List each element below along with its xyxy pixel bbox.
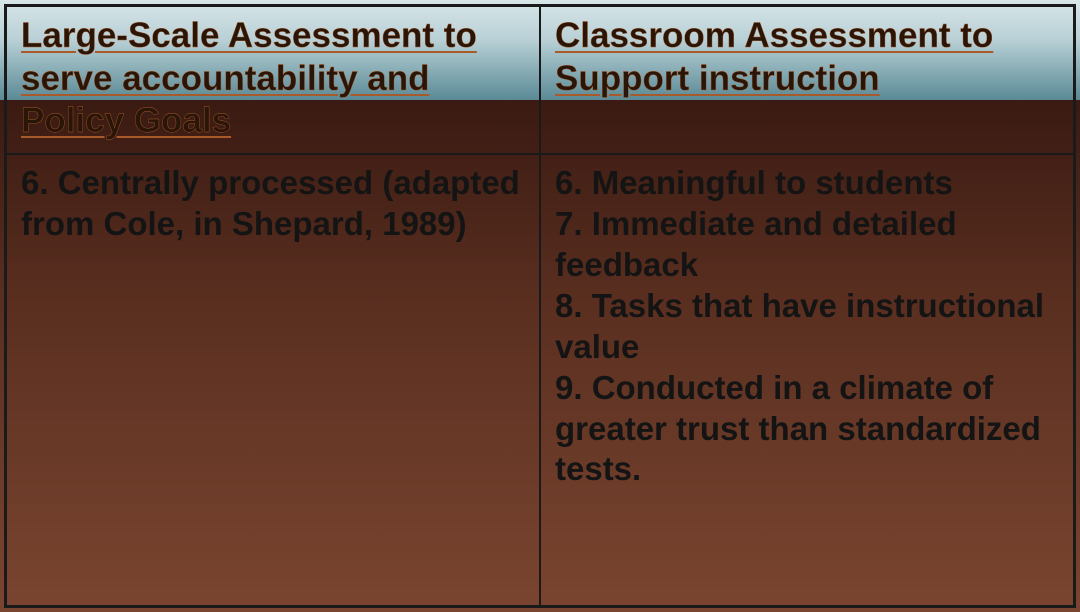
table-header-right: Classroom Assessment to Support instruct… xyxy=(540,6,1074,154)
comparison-table: Large-Scale Assessment to serve accounta… xyxy=(4,4,1076,608)
table-header-left: Large-Scale Assessment to serve accounta… xyxy=(6,6,540,154)
table-body-left: 6. Centrally processed (adapted from Col… xyxy=(6,154,540,606)
table-body-right: 6. Meaningful to students7. Immediate an… xyxy=(540,154,1074,606)
